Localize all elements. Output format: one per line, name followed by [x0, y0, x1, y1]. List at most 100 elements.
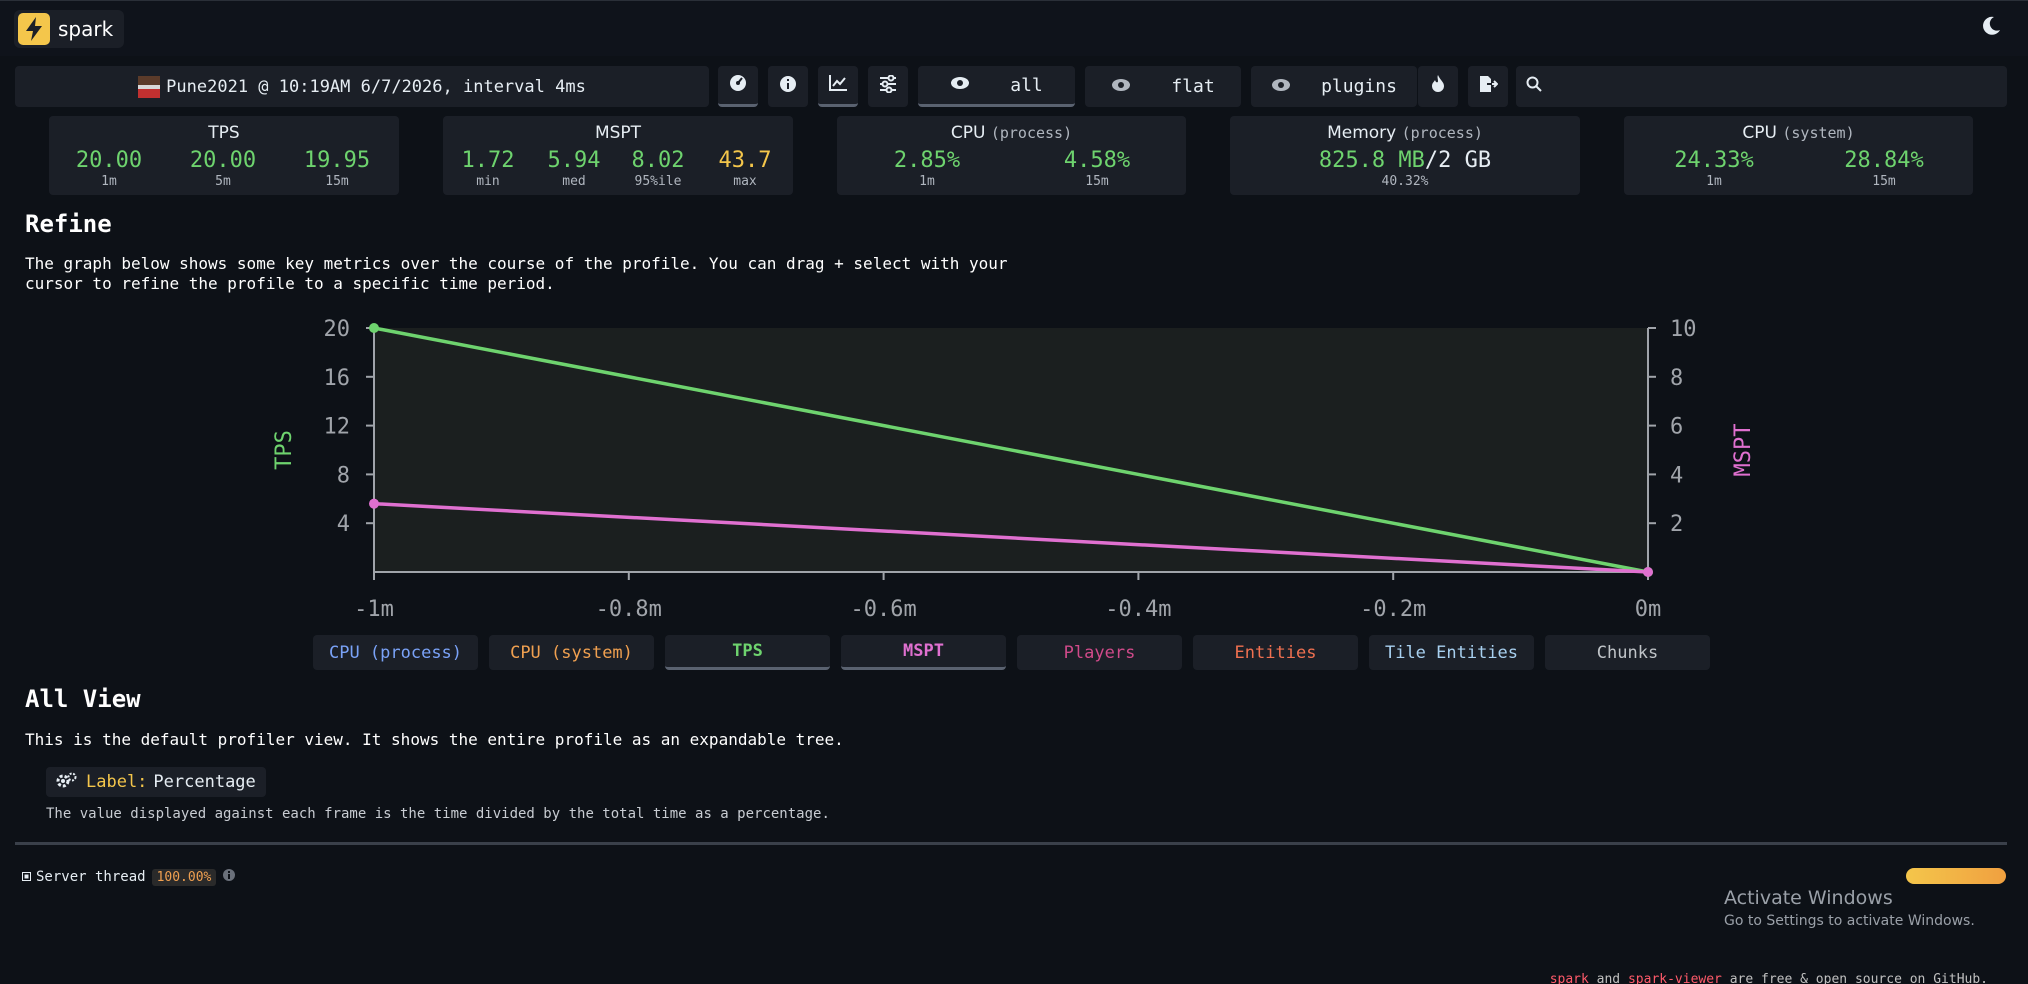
widgets-button[interactable] — [718, 66, 758, 107]
stat-mspt-95: 8.02 — [631, 148, 685, 173]
expand-icon[interactable] — [22, 869, 31, 885]
y-left-tick-label: 12 — [324, 415, 351, 440]
stat-tps: TPS 20.00 20.00 19.95 1m 5m 15m — [49, 116, 399, 195]
graph-button[interactable] — [818, 66, 858, 107]
stat-cpu-system-title-text: CPU — [1742, 123, 1777, 143]
stat-cpu-process-15m: 4.58% — [1063, 148, 1131, 173]
stat-cpu-system: CPU (system) 24.33% 28.84% 1m 15m — [1624, 116, 1973, 195]
stat-cpu-system-sub: (system) — [1782, 124, 1855, 142]
eye-icon — [950, 75, 970, 95]
view-plugins-label: plugins — [1321, 76, 1397, 97]
moon-icon[interactable] — [1980, 15, 2002, 42]
stat-mspt-cap-min: min — [476, 174, 500, 189]
label-mode-button[interactable]: Label: Percentage — [46, 767, 266, 797]
server-avatar — [138, 75, 161, 98]
stat-memory-sub: (process) — [1401, 124, 1483, 142]
view-all-button[interactable]: all — [918, 66, 1075, 107]
y-right-tick-label: 6 — [1670, 415, 1683, 440]
footer-spark-link[interactable]: spark — [1549, 972, 1589, 984]
stat-mspt-cap-max: max — [733, 174, 757, 189]
profile-meta: Pune2021 @ 10:19AM 6/7/2026, interval 4m… — [15, 66, 709, 107]
stat-mspt-max: 43.7 — [718, 148, 772, 173]
legend-toggle-tile-entities[interactable]: Tile Entities — [1369, 635, 1534, 670]
sliders-icon — [878, 74, 898, 98]
stat-tps-15m: 19.95 — [303, 148, 371, 173]
windows-title: Activate Windows — [1724, 887, 1893, 909]
footer: spark and spark-viewer are free & open s… — [1550, 972, 1988, 984]
y-right-tick-label: 8 — [1670, 366, 1683, 391]
stat-memory-cap: 40.32% — [1381, 174, 1429, 189]
app-name: spark — [58, 17, 114, 41]
y-right-label: MSPT — [1731, 424, 1756, 477]
allview-description: This is the default profiler view. It sh… — [25, 730, 844, 749]
legend-toggle-tps[interactable]: TPS — [665, 635, 830, 670]
x-tick-label: 0m — [1635, 597, 1662, 622]
label-key: Label: — [86, 772, 148, 792]
stat-memory-value: 825.8 MB/2 GB — [1230, 148, 1580, 173]
y-left-tick-label: 20 — [324, 317, 351, 342]
stat-cpu-system-15m: 28.84% — [1844, 148, 1924, 173]
stat-cpu-process-sub: (process) — [990, 124, 1073, 142]
view-plugins-button[interactable]: plugins — [1251, 66, 1417, 107]
export-button[interactable] — [1468, 66, 1508, 107]
legend-toggle-entities[interactable]: Entities — [1193, 635, 1358, 670]
series-point-mspt — [1643, 567, 1653, 577]
chart-marks: 20 16 12 8 4 10 8 6 4 2 -1m -0.8m -0.6m -0.4m -0.2m 0m T… — [272, 317, 1756, 622]
stat-memory-sep: / — [1424, 148, 1439, 173]
footer-viewer-link[interactable]: spark-viewer — [1627, 972, 1722, 984]
legend-toggle-mspt[interactable]: MSPT — [841, 635, 1006, 670]
y-right-tick-label: 10 — [1670, 317, 1697, 342]
stat-mspt-cap-med: med — [562, 174, 586, 189]
allview-heading: All View — [25, 685, 141, 713]
y-left-tick-label: 16 — [324, 366, 351, 391]
eye-icon — [1111, 77, 1131, 97]
stat-tps-cap-15m: 15m — [325, 174, 349, 189]
x-tick-label: -0.4m — [1105, 597, 1171, 622]
search-box[interactable] — [1516, 66, 2007, 107]
stat-mspt-cap-95: 95%ile — [634, 174, 682, 189]
legend-toggle-chunks[interactable]: Chunks — [1545, 635, 1710, 670]
y-left-tick-label: 8 — [337, 463, 350, 488]
view-all-label: all — [1010, 74, 1043, 96]
x-tick-label: -1m — [354, 597, 394, 622]
label-note: The value displayed against each frame i… — [46, 806, 830, 822]
gauge-icon — [729, 74, 747, 97]
stat-cpu-process-cap-15m: 15m — [1085, 174, 1109, 189]
bolt-icon — [18, 13, 50, 45]
stat-cpu-system-cap-15m: 15m — [1872, 174, 1896, 189]
x-tick-label: -0.2m — [1360, 597, 1426, 622]
stat-mspt-med: 5.94 — [547, 148, 601, 173]
chart-line-icon — [828, 74, 848, 97]
y-left-tick-label: 4 — [337, 512, 350, 537]
flame-button[interactable] — [1418, 66, 1458, 107]
info-button[interactable] — [768, 66, 808, 107]
settings-button[interactable] — [868, 66, 908, 107]
legend-toggle-cpu-system[interactable]: CPU (system) — [489, 635, 654, 670]
stat-cpu-process-1m: 2.85% — [893, 148, 961, 173]
series-line-tps — [373, 326, 1649, 574]
thread-name: Server thread — [36, 869, 146, 885]
stat-cpu-process-cap-1m: 1m — [919, 174, 935, 189]
search-icon — [1526, 76, 1542, 97]
divider — [15, 842, 2007, 845]
stat-memory-title: Memory (process) — [1230, 123, 1580, 143]
stat-tps-5m: 20.00 — [189, 148, 257, 173]
stat-mspt: MSPT 1.72 5.94 8.02 43.7 min med 95%ile … — [443, 116, 793, 195]
search-input[interactable] — [1550, 77, 1990, 96]
view-flat-button[interactable]: flat — [1085, 66, 1241, 107]
tree-root-node[interactable]: Server thread 100.00% — [22, 868, 236, 886]
stat-memory: Memory (process) 825.8 MB/2 GB 40.32% — [1230, 116, 1580, 195]
thread-percentage: 100.00% — [151, 868, 217, 886]
stat-cpu-system-1m: 24.33% — [1674, 148, 1754, 173]
stat-mspt-min: 1.72 — [461, 148, 515, 173]
metrics-chart[interactable]: 20 16 12 8 4 10 8 6 4 2 -1m -0.8m -0.6m -0.4m -0.2m 0m T… — [0, 310, 2028, 630]
legend-toggle-players[interactable]: Players — [1017, 635, 1182, 670]
legend-toggle-cpu-process[interactable]: CPU (process) — [313, 635, 478, 670]
info-icon[interactable] — [222, 868, 236, 886]
footer-and: and — [1588, 972, 1628, 984]
stat-cpu-process-title-text: CPU — [950, 123, 986, 143]
logo[interactable]: spark — [14, 10, 124, 48]
eye-icon — [1271, 77, 1291, 97]
info-icon — [779, 75, 797, 98]
stat-mspt-title: MSPT — [594, 123, 642, 143]
